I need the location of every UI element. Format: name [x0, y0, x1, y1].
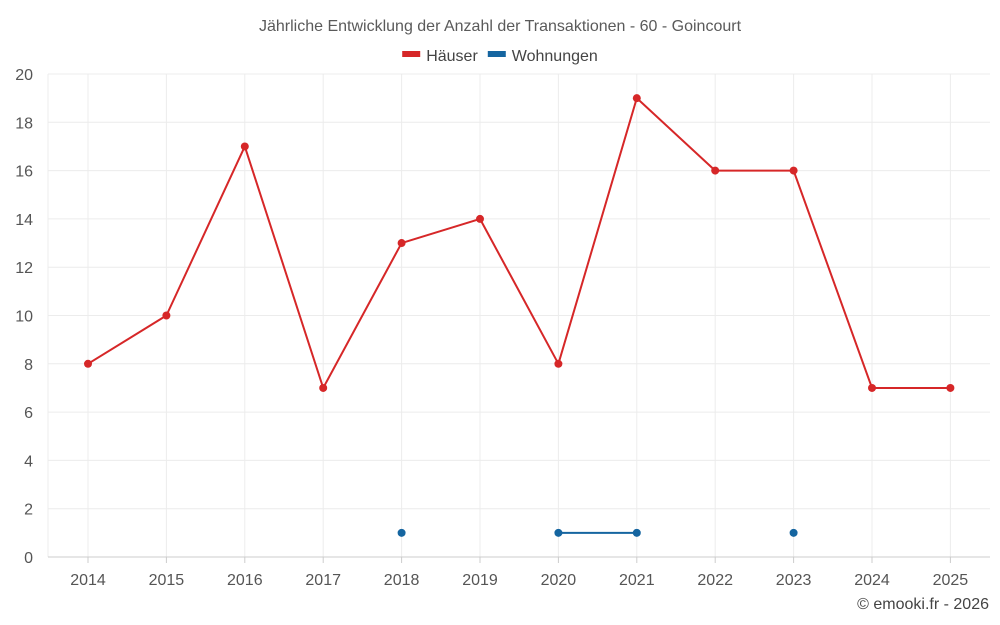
data-point: [397, 239, 406, 248]
grid: [48, 73, 990, 557]
y-tick-label: 6: [24, 405, 33, 422]
series-2: [397, 528, 798, 537]
y-tick-label: 14: [15, 212, 33, 229]
data-point: [711, 166, 720, 175]
y-tick-label: 16: [15, 164, 33, 181]
y-tick-label: 0: [24, 550, 33, 567]
series-layer: [84, 94, 955, 537]
y-tick-label: 12: [15, 260, 33, 277]
x-tick-label: 2022: [697, 572, 733, 589]
legend: Häuser Wohnungen: [402, 48, 598, 65]
data-point: [240, 142, 249, 151]
x-tick-label: 2014: [70, 572, 106, 589]
axes: 0 2 4 6 8 10 12 14 16 18 20 2014 2015 2016 2017 2018 201…: [15, 67, 990, 589]
data-point: [554, 359, 563, 368]
legend-label: Häuser: [426, 48, 478, 65]
x-tick-label: 2015: [149, 572, 185, 589]
series-1: [84, 94, 955, 392]
y-tick-label: 10: [15, 309, 33, 326]
credit-text: © emooki.fr - 2026: [857, 596, 989, 613]
data-point: [789, 166, 798, 175]
x-tick-label: 2017: [305, 572, 341, 589]
data-point: [162, 311, 171, 320]
data-point: [632, 528, 641, 537]
x-tick-label: 2025: [933, 572, 969, 589]
y-tick-label: 20: [15, 67, 33, 84]
data-point: [868, 383, 876, 392]
chart-title: Jährliche Entwicklung der Anzahl der Tra…: [259, 18, 742, 35]
x-tick-label: 2016: [227, 572, 263, 589]
y-tick-label: 2: [24, 502, 33, 519]
data-point: [476, 214, 484, 223]
data-point: [397, 528, 406, 537]
data-point: [554, 528, 563, 537]
x-tick-label: 2020: [541, 572, 577, 589]
legend-swatch: [402, 51, 421, 57]
data-point: [632, 94, 641, 103]
x-tick-label: 2024: [854, 572, 890, 589]
x-tick-label: 2018: [384, 572, 420, 589]
x-tick-label: 2023: [776, 572, 812, 589]
data-point: [84, 359, 92, 368]
legend-swatch: [487, 51, 506, 57]
legend-label: Wohnungen: [512, 48, 598, 65]
series-line: [87, 97, 951, 389]
data-point: [789, 528, 798, 537]
x-tick-label: 2021: [619, 572, 655, 589]
y-tick-label: 4: [24, 453, 33, 470]
data-point: [319, 383, 328, 392]
data-point: [946, 383, 955, 392]
y-tick-label: 8: [24, 357, 33, 374]
y-tick-label: 18: [15, 115, 33, 132]
x-tick-label: 2019: [462, 572, 498, 589]
